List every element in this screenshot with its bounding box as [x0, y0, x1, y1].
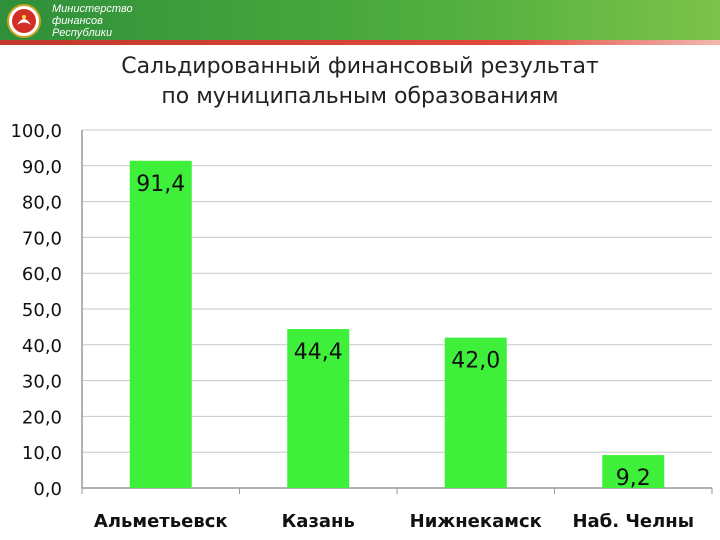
chart-title-line-1: Сальдированный финансовый результат [121, 54, 599, 79]
y-tick-label: 10,0 [22, 443, 62, 464]
ministry-line-2: финансов [52, 15, 103, 27]
bar [444, 337, 507, 488]
header-band: Министерство финансов Республики [0, 0, 720, 40]
y-tick-label: 100,0 [10, 121, 62, 142]
bar-value-label: 44,4 [294, 340, 343, 365]
y-tick-label: 0,0 [33, 479, 62, 500]
category-label: Нижнекамск [410, 511, 542, 532]
bar-value-label: 42,0 [451, 349, 500, 374]
bar-value-label: 9,2 [616, 466, 651, 491]
bar [287, 329, 350, 488]
ministry-line-1: Министерство [52, 3, 133, 15]
bar [129, 160, 192, 488]
bar-value-label: 91,4 [136, 172, 185, 197]
chart-title-line-2: по муниципальным образованиям [161, 84, 559, 109]
category-label: Наб. Челны [572, 511, 694, 532]
tatarstan-emblem-icon [7, 4, 41, 38]
y-tick-label: 20,0 [22, 407, 62, 428]
y-tick-label: 70,0 [22, 228, 62, 249]
y-tick-label: 60,0 [22, 264, 62, 285]
chart-title: Сальдированный финансовый результат по м… [60, 52, 660, 112]
category-label: Альметьевск [94, 511, 228, 532]
y-tick-label: 30,0 [22, 372, 62, 393]
header-stripe [0, 40, 720, 45]
bar [602, 455, 665, 488]
y-tick-label: 80,0 [22, 193, 62, 214]
y-tick-label: 90,0 [22, 157, 62, 178]
y-tick-label: 50,0 [22, 300, 62, 321]
category-label: Казань [282, 511, 355, 532]
y-tick-label: 40,0 [22, 336, 62, 357]
ministry-name: Министерство финансов Республики [52, 3, 133, 39]
ministry-line-3: Республики [52, 27, 113, 39]
